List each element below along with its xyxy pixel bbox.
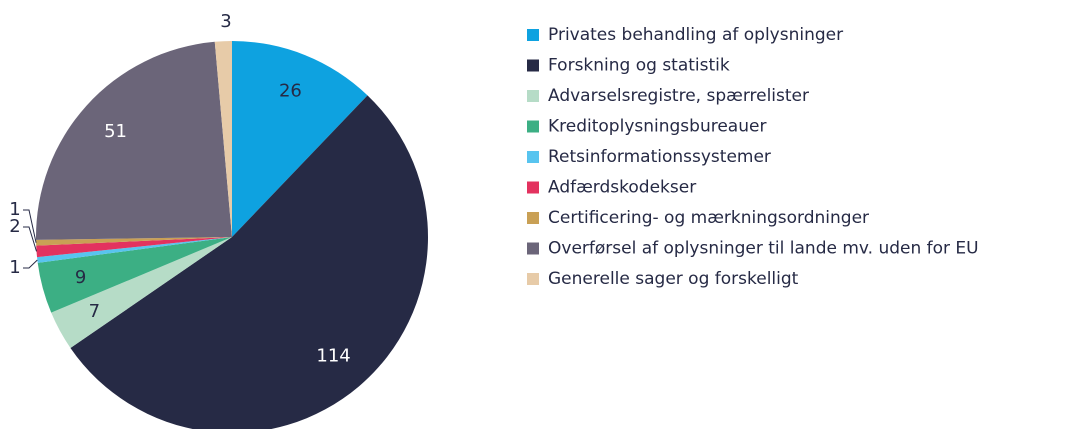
data-label: 26 — [279, 80, 302, 101]
legend-label: Advarselsregistre, spærrelister — [548, 86, 809, 106]
pie-slice — [37, 237, 232, 263]
legend-label: Privates behandling af oplysninger — [548, 25, 843, 45]
pie-slice — [36, 237, 233, 258]
data-label: 51 — [104, 121, 127, 142]
legend-swatch — [527, 273, 539, 285]
legend-swatch — [527, 181, 539, 194]
legend-label: Retsinformationssystemer — [548, 147, 771, 167]
pie-slice — [37, 237, 232, 313]
data-label: 3 — [220, 11, 231, 32]
legend-label: Overførsel af oplysninger til lande mv. … — [548, 239, 979, 259]
leader-line — [23, 226, 38, 252]
leader-line — [23, 209, 37, 243]
data-label: 1 — [9, 199, 20, 220]
legend-label: Forskning og statistik — [548, 56, 730, 76]
data-label: 7 — [89, 301, 100, 322]
pie-slice — [35, 41, 232, 240]
legend-swatch — [527, 29, 539, 41]
data-label: 114 — [316, 345, 350, 366]
pie-slice — [232, 41, 368, 237]
pie-slice — [51, 237, 233, 348]
data-label: 1 — [9, 257, 20, 278]
legend-swatch — [527, 242, 539, 255]
data-label: 2 — [9, 216, 20, 237]
pie-slice — [70, 95, 428, 429]
pie-slice — [214, 41, 232, 237]
legend-swatch — [527, 151, 539, 163]
data-label: 9 — [75, 267, 86, 288]
legend-swatch — [527, 212, 539, 224]
pie-slice — [36, 237, 232, 246]
legend-swatch — [527, 59, 539, 72]
legend-swatch — [527, 90, 539, 102]
legend-label: Adfærdskodekser — [548, 178, 696, 198]
legend-label: Kreditoplysningsbureauer — [548, 117, 766, 137]
leader-line — [23, 259, 38, 269]
legend-swatch — [527, 120, 539, 133]
legend-label: Certificering- og mærkningsordninger — [548, 208, 869, 228]
legend-label: Generelle sager og forskelligt — [548, 269, 799, 289]
